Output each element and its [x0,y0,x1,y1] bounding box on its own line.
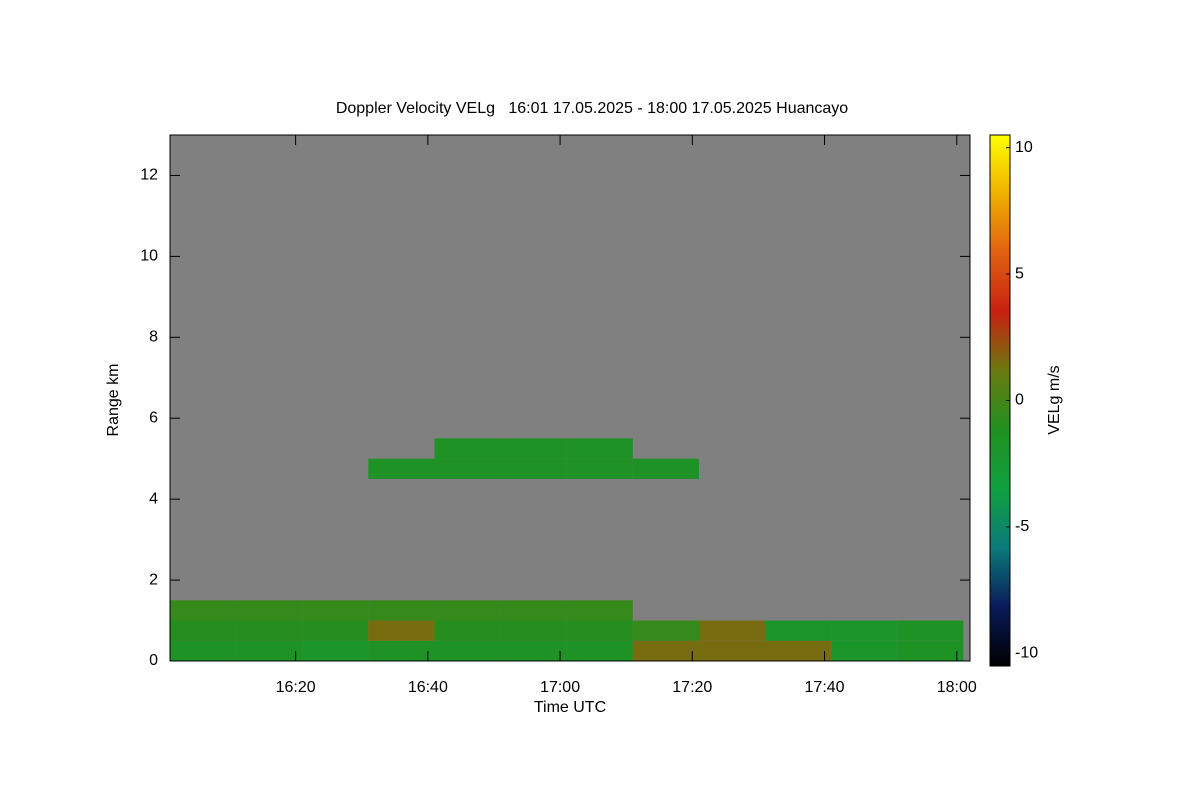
heat-cell [170,620,237,641]
heat-cell [500,458,567,479]
heat-cell [434,620,501,641]
y-tick-label: 8 [149,329,158,346]
x-tick-label: 17:00 [540,679,580,696]
heat-cell [831,620,898,641]
x-tick-label: 16:40 [408,679,448,696]
plot-frame [169,134,971,662]
y-tick-label: 2 [149,571,158,588]
heat-cell [236,620,303,641]
x-tick-label: 18:00 [937,679,977,696]
heat-cell [698,640,766,661]
y-tick-label: 4 [149,490,158,507]
heat-cell [368,640,435,661]
heat-cell [897,640,964,661]
heat-cell [566,600,633,621]
colorbar-tick-label: 10 [1015,139,1033,156]
plot-background [170,135,970,661]
colorbar-tick-label: 5 [1015,265,1024,282]
heat-cell [434,600,501,621]
heat-cell [434,458,501,479]
heat-cell [632,458,699,479]
heat-cell [434,438,501,459]
heat-cell [632,620,699,641]
colorbar-tick-label: -5 [1015,518,1029,535]
colorbar-tick-label: 0 [1015,392,1024,409]
heat-cell [632,640,699,661]
y-tick-label: 0 [149,652,158,669]
y-axis-label: Range km [105,364,122,437]
heat-cell [236,640,303,661]
heat-cell [566,438,633,459]
y-tick-label: 12 [140,167,158,184]
x-tick-label: 17:40 [805,679,845,696]
heat-cell [765,640,832,661]
heat-cell [566,640,633,661]
x-axis-label: Time UTC [534,699,606,716]
heat-cell [236,600,303,621]
heat-cell [831,640,898,661]
heat-cell [500,600,567,621]
heat-cell [698,620,766,641]
x-tick-label: 17:20 [672,679,712,696]
heat-cell [500,438,567,459]
heat-cell [566,620,633,641]
y-tick-label: 10 [140,248,158,265]
heat-cell [566,458,633,479]
x-tick-label: 16:20 [276,679,316,696]
colorbar-tick-label: -10 [1015,645,1038,662]
heat-cell [368,600,435,621]
colorbar-label: VELg m/s [1046,365,1063,434]
heat-cell [765,620,832,641]
heat-cell [368,458,435,479]
y-tick-label: 6 [149,409,158,426]
heat-cell [302,640,369,661]
chart-title: Doppler Velocity VELg 16:01 17.05.2025 -… [336,100,848,117]
heat-cell [500,640,567,661]
heat-cell [434,640,501,661]
heat-cell [368,620,435,641]
heat-cell [302,620,369,641]
heat-cell [170,640,237,661]
heat-cell [500,620,567,641]
heat-cell [170,600,237,621]
heat-cell [897,620,964,641]
heat-cell [302,600,369,621]
